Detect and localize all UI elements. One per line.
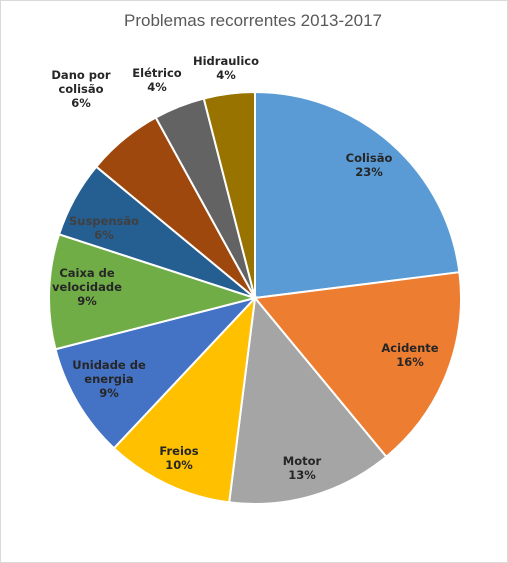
slice-label-8: Dano por colisão 6%: [51, 68, 111, 110]
pie-slice-4: [112, 295, 257, 504]
slice-label-5: Unidade de energia 9%: [72, 358, 146, 400]
pie-slice-6: [48, 233, 259, 351]
slice-label-3: Motor 13%: [283, 454, 322, 482]
slice-label-1: Colisão 23%: [346, 151, 393, 179]
pie-slice-10: [202, 90, 256, 299]
slice-label-9: Elétrico 4%: [132, 66, 182, 94]
slice-label-10: Hidraulico 4%: [193, 54, 259, 82]
pie-slice-3: [228, 295, 388, 505]
pie-slice-1: [254, 90, 461, 300]
slice-label-6: Caixa de velocidade 9%: [52, 266, 122, 308]
slice-label-4: Freios 10%: [159, 444, 198, 472]
chart-title: Problemas recorrentes 2013-2017: [124, 11, 382, 30]
pie-slice-5: [54, 296, 259, 450]
slice-label-2: Acidente 16%: [381, 341, 438, 369]
pie-slice-2: [253, 271, 462, 459]
slice-label-7: Suspensão 6%: [69, 214, 139, 242]
